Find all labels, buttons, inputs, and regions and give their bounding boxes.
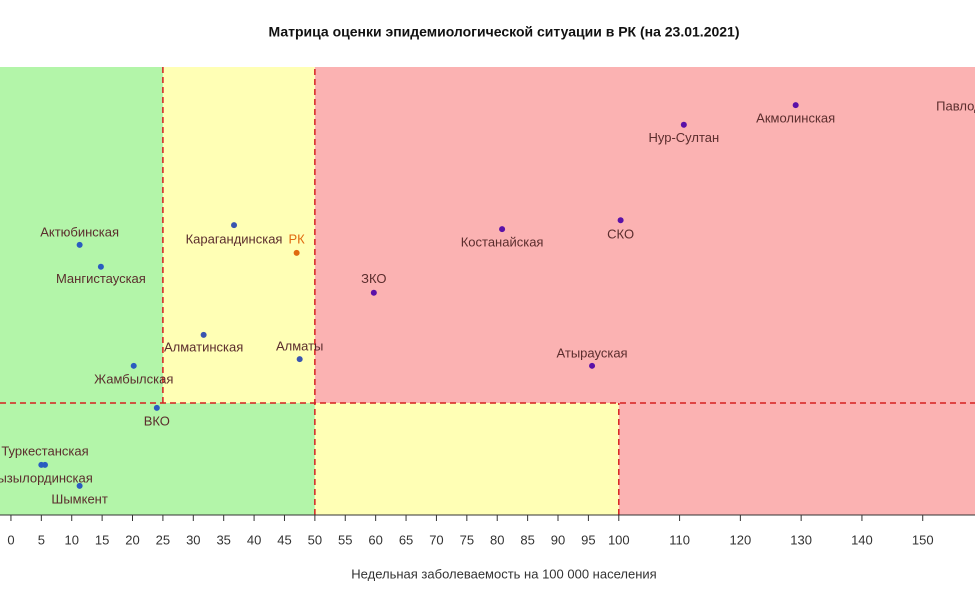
zone bbox=[314, 403, 619, 515]
zone bbox=[618, 403, 975, 515]
x-tick-label: 45 bbox=[277, 532, 291, 547]
point bbox=[130, 362, 137, 369]
point-label: Алматинская bbox=[164, 339, 243, 354]
x-tick-label: 75 bbox=[460, 532, 474, 547]
point bbox=[499, 226, 506, 233]
x-tick-label: 120 bbox=[730, 532, 752, 547]
point-label: ЗКО bbox=[361, 271, 386, 286]
point bbox=[153, 404, 160, 411]
x-tick-label: 90 bbox=[551, 532, 565, 547]
point-label: Атырауская bbox=[557, 345, 628, 360]
x-tick-label: 130 bbox=[790, 532, 812, 547]
x-tick-label: 10 bbox=[64, 532, 78, 547]
x-tick-label: 65 bbox=[399, 532, 413, 547]
x-tick-label: 5 bbox=[38, 532, 45, 547]
point-label: Кызылординская bbox=[0, 470, 93, 485]
point-label: РК bbox=[289, 231, 306, 246]
chart-title: Матрица оценки эпидемиологической ситуац… bbox=[268, 24, 739, 40]
point-label: Мангистауская bbox=[56, 271, 146, 286]
x-tick-label: 15 bbox=[95, 532, 109, 547]
zone bbox=[0, 403, 315, 515]
point bbox=[293, 249, 300, 256]
zone bbox=[0, 67, 163, 403]
point bbox=[76, 482, 83, 489]
point bbox=[617, 217, 624, 224]
x-tick-label: 85 bbox=[520, 532, 534, 547]
x-axis-label: Недельная заболеваемость на 100 000 насе… bbox=[351, 566, 656, 581]
point-label: Акмолинская bbox=[756, 111, 835, 126]
point-label: Алматы bbox=[276, 339, 323, 354]
x-tick-label: 20 bbox=[125, 532, 139, 547]
x-tick-label: 25 bbox=[156, 532, 170, 547]
point bbox=[296, 356, 303, 363]
point-label: ВКО bbox=[144, 413, 170, 428]
point bbox=[97, 263, 104, 270]
point-label: Карагандинская bbox=[186, 232, 283, 247]
x-tick-label: 55 bbox=[338, 532, 352, 547]
x-tick-label: 0 bbox=[7, 532, 14, 547]
x-tick-label: 30 bbox=[186, 532, 200, 547]
point-label: Нур-Султан bbox=[648, 130, 719, 145]
point bbox=[680, 121, 687, 128]
x-tick-label: 100 bbox=[608, 532, 630, 547]
point-label: Актюбинская bbox=[40, 224, 119, 239]
point bbox=[231, 222, 238, 229]
zone bbox=[162, 67, 315, 403]
x-tick-label: 40 bbox=[247, 532, 261, 547]
x-tick-label: 110 bbox=[669, 532, 690, 547]
zone bbox=[314, 67, 975, 403]
point bbox=[792, 102, 799, 109]
point-label: Шымкент bbox=[51, 491, 107, 506]
point bbox=[589, 362, 596, 369]
x-tick-label: 80 bbox=[490, 532, 504, 547]
point-label: Туркестанская bbox=[1, 443, 88, 458]
x-tick-label: 50 bbox=[308, 532, 322, 547]
point-label: СКО bbox=[607, 227, 634, 242]
point-label: Костанайская bbox=[461, 235, 544, 250]
x-tick-label: 95 bbox=[581, 532, 595, 547]
point bbox=[76, 241, 83, 248]
point bbox=[200, 331, 207, 338]
x-tick-label: 70 bbox=[429, 532, 443, 547]
point bbox=[38, 461, 45, 468]
plot-area: Актюбинская Мангистауская Жамбылская ВКО Тур… bbox=[0, 67, 975, 515]
point-label: Павлодарская bbox=[936, 98, 975, 113]
point-label: Жамбылская bbox=[94, 371, 173, 386]
x-tick-label: 140 bbox=[851, 532, 873, 547]
x-tick-label: 150 bbox=[912, 532, 934, 547]
x-tick-label: 60 bbox=[368, 532, 382, 547]
x-tick-label: 35 bbox=[216, 532, 230, 547]
point bbox=[370, 289, 377, 296]
